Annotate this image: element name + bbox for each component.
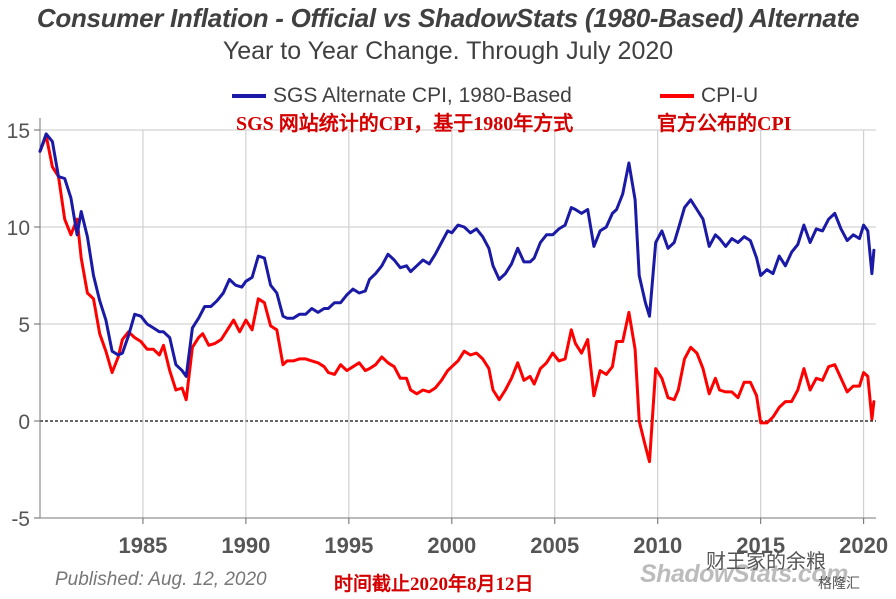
x-tick-label: 1990: [221, 533, 270, 558]
x-tick-label: 2015: [736, 533, 785, 558]
grid-layer: [40, 129, 876, 519]
source-stamp: 财王家的余粮: [706, 551, 826, 573]
x-tick-label: 2010: [633, 533, 682, 558]
series-layer: [38, 132, 876, 464]
legend-item-sgs: SGS Alternate CPI, 1980-Based: [232, 84, 572, 108]
cpiu-annotation: 官方公布的CPI: [657, 113, 792, 135]
x-tick-label: 1995: [324, 533, 373, 558]
y-tick-label: 10: [7, 217, 30, 240]
published-date: Published: Aug. 12, 2020: [55, 569, 267, 590]
x-tick-label: 2005: [530, 533, 579, 558]
chart-subtitle: Year to Year Change. Through July 2020: [222, 37, 674, 65]
axis-layer: -5 0 5 10 15 1985 1990 1995 2000 2005 2010 2015 2020: [7, 118, 888, 558]
y-tick-label: 5: [18, 314, 30, 337]
series-line-sgs: [38, 132, 876, 378]
y-tick-label: 0: [18, 411, 30, 434]
chart-title: Consumer Inflation - Official vs ShadowS…: [36, 3, 860, 33]
y-tick-label: -5: [11, 508, 30, 531]
x-tick-label: 2000: [427, 533, 476, 558]
date-annotation: 时间截止2020年8月12日: [334, 574, 534, 595]
legend-label-cpiu: CPI-U: [701, 84, 759, 107]
sgs-annotation: SGS 网站统计的CPI，基于1980年方式: [236, 113, 574, 135]
legend-label-sgs: SGS Alternate CPI, 1980-Based: [273, 84, 572, 107]
series-line-cpiu: [38, 134, 876, 464]
x-tick-label: 2020: [839, 533, 888, 558]
y-tick-label: 15: [7, 120, 30, 143]
x-tick-label: 1985: [118, 533, 167, 558]
shadowstats-watermark: ShadowStats.com: [640, 560, 848, 588]
legend-swatch-sgs: [232, 94, 266, 98]
legend-swatch-cpiu: [660, 94, 694, 98]
source-stamp-sub: 格隆汇: [818, 575, 860, 591]
legend-item-cpiu: CPI-U: [660, 84, 758, 108]
